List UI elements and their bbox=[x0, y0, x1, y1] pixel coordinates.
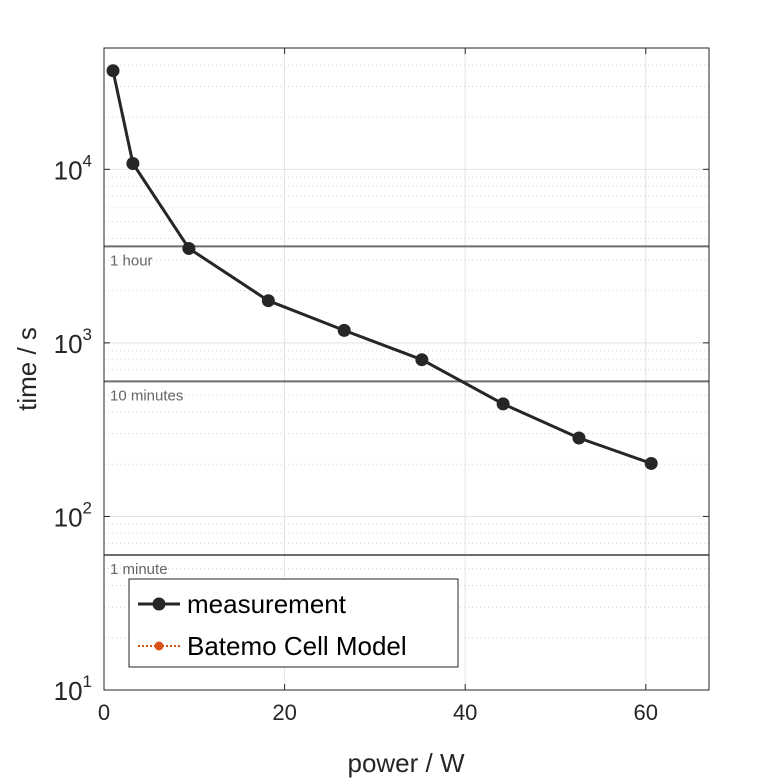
x-axis-label: power / W bbox=[347, 748, 464, 778]
data-point bbox=[572, 431, 586, 445]
data-point bbox=[106, 64, 120, 78]
data-point bbox=[182, 241, 196, 255]
data-point bbox=[126, 157, 140, 171]
reference-lines: 1 hour 10 minutes 1 minute bbox=[104, 245, 709, 578]
data-point bbox=[261, 294, 275, 308]
y-tick-label: 102 bbox=[54, 498, 92, 532]
plot-frame bbox=[103, 47, 710, 691]
reference-line-label: 10 minutes bbox=[110, 387, 183, 404]
y-tick-label: 103 bbox=[54, 325, 92, 359]
series-layer bbox=[106, 64, 658, 470]
reference-line-label: 1 minute bbox=[110, 561, 168, 578]
legend: measurement Batemo Cell Model bbox=[128, 578, 459, 668]
legend-box bbox=[128, 578, 459, 668]
y-tick-label: 101 bbox=[54, 672, 92, 706]
data-point bbox=[496, 397, 510, 411]
y-tick-label: 104 bbox=[54, 151, 92, 185]
legend-label: Batemo Cell Model bbox=[187, 631, 407, 661]
y-axis-label: time / s bbox=[12, 327, 42, 411]
reference-line-label: 1 hour bbox=[110, 252, 153, 269]
x-tick-label: 0 bbox=[98, 700, 110, 725]
legend-swatch-marker bbox=[154, 641, 164, 651]
legend-label: measurement bbox=[187, 589, 347, 619]
x-tick-label: 40 bbox=[453, 700, 477, 725]
x-tick-label: 20 bbox=[272, 700, 296, 725]
data-point bbox=[415, 353, 429, 367]
data-point bbox=[337, 323, 351, 337]
legend-swatch-marker bbox=[152, 597, 166, 611]
x-axis-ticks: 0 20 40 60 bbox=[98, 48, 658, 725]
y-axis-ticks: 101 102 103 104 bbox=[54, 151, 709, 706]
data-point bbox=[644, 456, 658, 470]
x-tick-label: 60 bbox=[634, 700, 658, 725]
